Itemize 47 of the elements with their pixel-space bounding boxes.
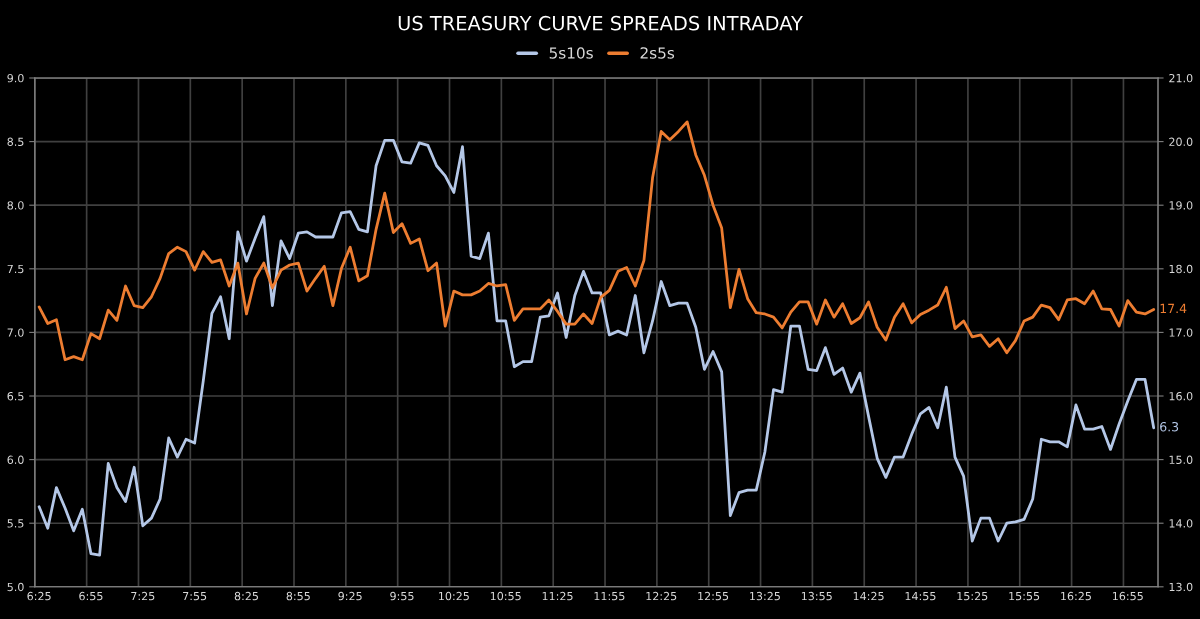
- x-tick-label: 10:25: [439, 591, 469, 601]
- x-tick-label: 15:25: [957, 591, 988, 601]
- x-tick-label: 11:55: [594, 592, 625, 601]
- x-tick-label: 8:25: [234, 591, 258, 601]
- y-tick-label: 7.5: [7, 264, 24, 274]
- y2-tick-label: 21.0: [1169, 73, 1193, 83]
- y-tick-label: 5.0: [7, 582, 24, 592]
- x-tick-label: 13:25: [750, 591, 780, 601]
- y2-tick-label: 18.0: [1169, 264, 1193, 274]
- y-tick-label: 5.5: [7, 519, 24, 528]
- x-tick-label: 7:55: [183, 592, 207, 601]
- y2-tick-label: 17.0: [1169, 328, 1193, 337]
- y-tick-label: 8.0: [7, 201, 24, 210]
- line-series: [37, 138, 1156, 557]
- x-tick-label: 10:55: [490, 591, 521, 601]
- y2-tick-label: 14.0: [1169, 519, 1193, 528]
- x-tick-label: 14:55: [905, 592, 936, 601]
- data-label: 17.4: [1160, 303, 1187, 313]
- y-tick-label: 7.0: [7, 328, 24, 337]
- y2-tick-label: 13.0: [1169, 582, 1193, 592]
- x-tick-label: 9:55: [390, 591, 414, 601]
- x-tick-label: 12:25: [646, 591, 677, 601]
- y2-tick-label: 15.0: [1169, 455, 1193, 464]
- x-tick-label: 16:25: [1061, 591, 1091, 601]
- legend-label: 5s10s: [549, 47, 593, 59]
- y-tick-label: 9.0: [7, 73, 24, 83]
- x-tick-label: 6:25: [27, 591, 51, 601]
- y-tick-label: 8.5: [7, 137, 24, 146]
- y-tick-label: 6.0: [7, 455, 24, 464]
- data-label: 6.3: [1160, 421, 1179, 432]
- x-tick-label: 7:25: [131, 591, 155, 601]
- x-tick-label: 6:55: [79, 591, 103, 601]
- y-tick-label: 6.5: [7, 391, 24, 401]
- x-tick-label: 16:55: [1112, 591, 1143, 601]
- y2-tick-label: 19.0: [1169, 201, 1193, 210]
- x-tick-label: 13:55: [801, 591, 832, 601]
- x-tick-label: 15:55: [1009, 592, 1040, 601]
- x-tick-label: 14:25: [853, 591, 884, 601]
- x-tick-label: 11:25: [542, 591, 573, 601]
- line-series: [37, 120, 1156, 362]
- x-tick-label: 12:55: [698, 591, 729, 601]
- x-tick-label: 9:25: [338, 591, 362, 601]
- y2-tick-label: 20.0: [1169, 137, 1193, 146]
- x-tick-label: 8:55: [286, 591, 310, 601]
- chart-title: US TREASURY CURVE SPREADS INTRADAY: [398, 15, 803, 31]
- y2-tick-label: 16.0: [1169, 391, 1193, 401]
- legend-label: 2s5s: [640, 47, 675, 59]
